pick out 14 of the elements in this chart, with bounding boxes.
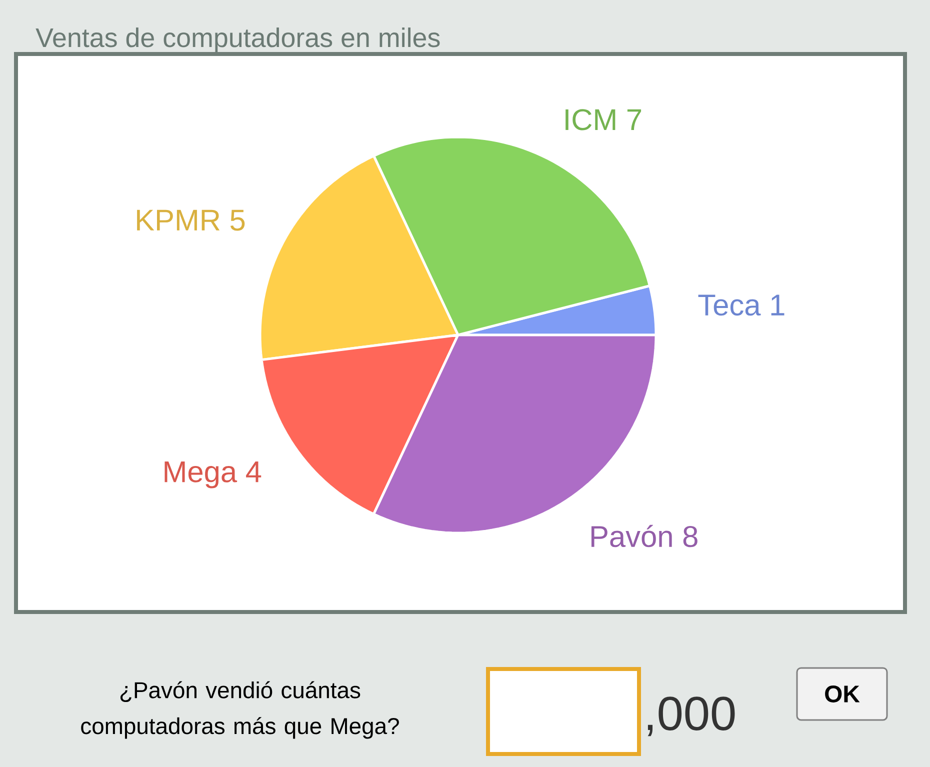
data-label: 1 [771, 294, 784, 316]
slice-label: Pavón [591, 524, 672, 548]
text: ¿Pavón vendió cuántas computadoras más que Mega? [81, 681, 399, 739]
slice-label: Mega [164, 462, 238, 488]
chart-title: Ventas de computadoras en miles [36, 27, 440, 53]
data-label: 7 [627, 109, 642, 130]
slice-label: KPMR [137, 210, 220, 230]
slice-label: ICM [566, 109, 616, 130]
data-label: 4 [246, 462, 262, 482]
data-label: 5 [230, 210, 245, 231]
text: OK [825, 686, 860, 702]
slice-label: Teca [698, 294, 761, 316]
data-label: 8 [683, 526, 698, 548]
text: ,000 [648, 696, 735, 736]
